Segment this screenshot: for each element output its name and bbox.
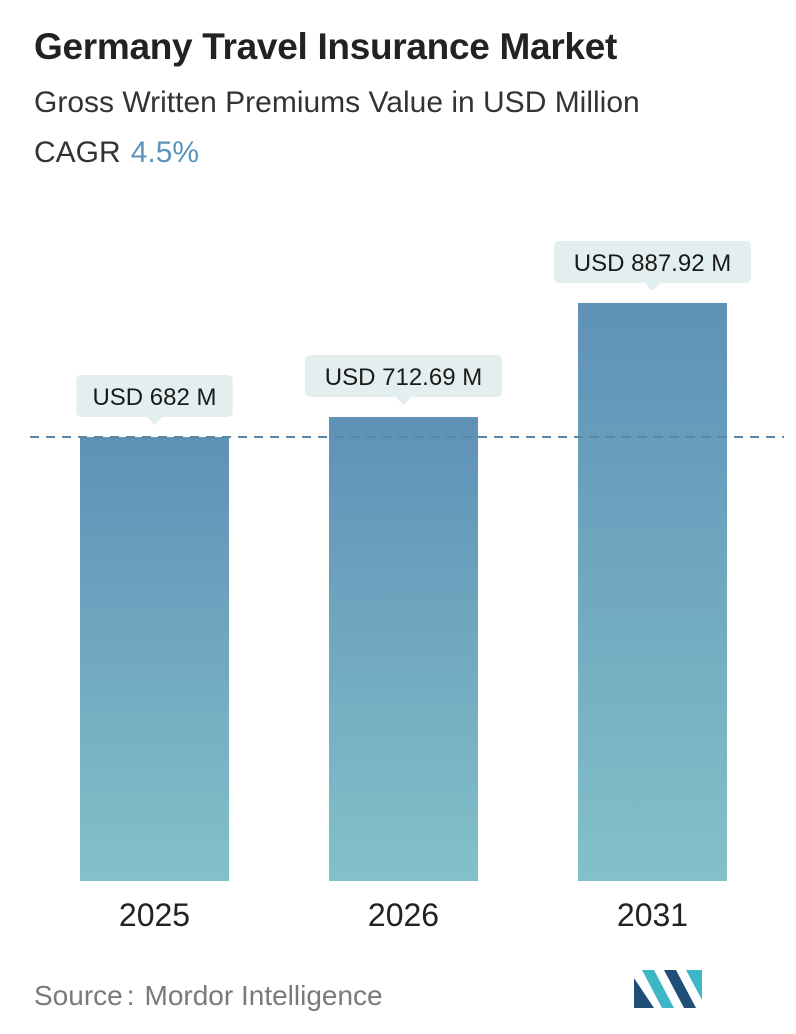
logo-shape-right bbox=[686, 970, 702, 1000]
cagr-line: CAGR 4.5% bbox=[34, 136, 199, 170]
bar-chart: USD 682 M 2025 USD 712.69 M 2026 USD 887.92 … bbox=[30, 240, 784, 933]
data-label-2026: USD 712.69 M bbox=[304, 355, 503, 406]
logo-shape-mid2 bbox=[664, 970, 696, 1008]
bar-2026 bbox=[329, 417, 478, 881]
data-label-2025: USD 682 M bbox=[76, 375, 233, 426]
logo-shape-mid bbox=[642, 970, 674, 1008]
cagr-value: 4.5% bbox=[130, 136, 200, 169]
logo-shape-left bbox=[634, 978, 654, 1008]
data-label-text: USD 712.69 M bbox=[325, 364, 482, 391]
chart-subtitle: Gross Written Premiums Value in USD Mill… bbox=[34, 86, 640, 119]
bar-2025 bbox=[80, 437, 229, 881]
data-label-text: USD 887.92 M bbox=[574, 250, 731, 277]
mordor-intelligence-logo-icon bbox=[634, 970, 702, 1008]
cagr-label: CAGR bbox=[34, 136, 121, 169]
chart-title: Germany Travel Insurance Market bbox=[34, 26, 617, 67]
x-tick-2026: 2026 bbox=[368, 897, 439, 933]
source-name: Mordor Intelligence bbox=[144, 980, 383, 1011]
source-label: Source bbox=[34, 980, 123, 1011]
x-tick-2025: 2025 bbox=[119, 897, 190, 933]
source-line: Source: Mordor Intelligence bbox=[34, 980, 383, 1012]
data-label-2031: USD 887.92 M bbox=[553, 240, 752, 291]
source-separator: : bbox=[126, 980, 135, 1011]
bar-2031 bbox=[578, 302, 727, 881]
x-tick-2031: 2031 bbox=[617, 897, 688, 933]
data-label-text: USD 682 M bbox=[92, 384, 216, 411]
